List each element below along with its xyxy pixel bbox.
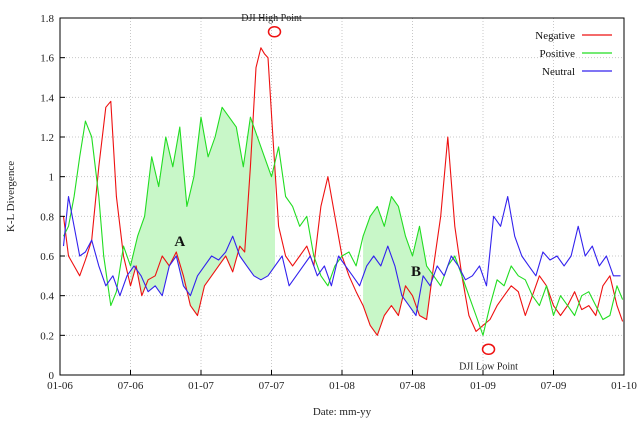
- x-tick-label: 01-10: [611, 380, 637, 392]
- y-tick-label: 1.8: [40, 13, 54, 25]
- region-b-fill: [363, 196, 466, 336]
- y-tick-label: 1: [49, 172, 55, 184]
- y-tick-label: 0.2: [40, 330, 54, 342]
- x-tick-label: 07-08: [400, 380, 426, 392]
- y-tick-label: 0.6: [40, 251, 54, 263]
- legend: Negative Positive Neutral: [535, 30, 612, 78]
- y-tick-label: 0.4: [40, 291, 54, 303]
- y-tick-label: 0.8: [40, 211, 54, 223]
- legend-label-positive: Positive: [540, 48, 576, 60]
- high-point-marker: [267, 26, 282, 38]
- y-tick-label: 0: [49, 370, 55, 382]
- high-point-label: DJI High Point: [241, 13, 302, 24]
- grid: [59, 17, 625, 376]
- x-tick-label: 01-07: [188, 380, 214, 392]
- low-point-marker: [481, 343, 496, 356]
- legend-label-neutral: Neutral: [542, 66, 575, 78]
- x-tick-label: 07-06: [118, 380, 144, 392]
- series-line-neutral: [62, 195, 621, 317]
- y-tick-label: 1.6: [40, 53, 54, 65]
- y-axis-ticks: 0 0.2 0.4 0.6 0.8 1 1.2 1.4 1.6 1.8: [40, 13, 65, 382]
- region-label-a: A: [174, 234, 185, 250]
- region-label-b: B: [411, 264, 421, 280]
- series-line-positive: [63, 106, 624, 336]
- x-axis-title: Date: mm-yy: [313, 406, 372, 418]
- annotations: DJI High Point DJI Low Point: [241, 13, 518, 373]
- shaded-regions: [130, 107, 466, 336]
- legend-label-negative: Negative: [535, 30, 575, 42]
- x-axis-ticks: 01-06 07-06 01-07 07-07 01-08 07-08 01-09 07-09…: [47, 370, 637, 392]
- low-point-label: DJI Low Point: [459, 361, 518, 372]
- x-tick-label: 01-06: [47, 380, 73, 392]
- x-tick-label: 01-09: [470, 380, 496, 392]
- x-tick-label: 07-07: [259, 380, 285, 392]
- y-tick-label: 1.2: [40, 132, 54, 144]
- y-axis-title: K-L Divergence: [5, 161, 17, 232]
- series-lines: AB: [62, 47, 624, 336]
- x-tick-label: 01-08: [329, 380, 355, 392]
- x-tick-label: 07-09: [541, 380, 567, 392]
- y-tick-label: 1.4: [40, 92, 54, 104]
- region-a-fill: [130, 107, 275, 316]
- series-line-negative: [62, 47, 624, 336]
